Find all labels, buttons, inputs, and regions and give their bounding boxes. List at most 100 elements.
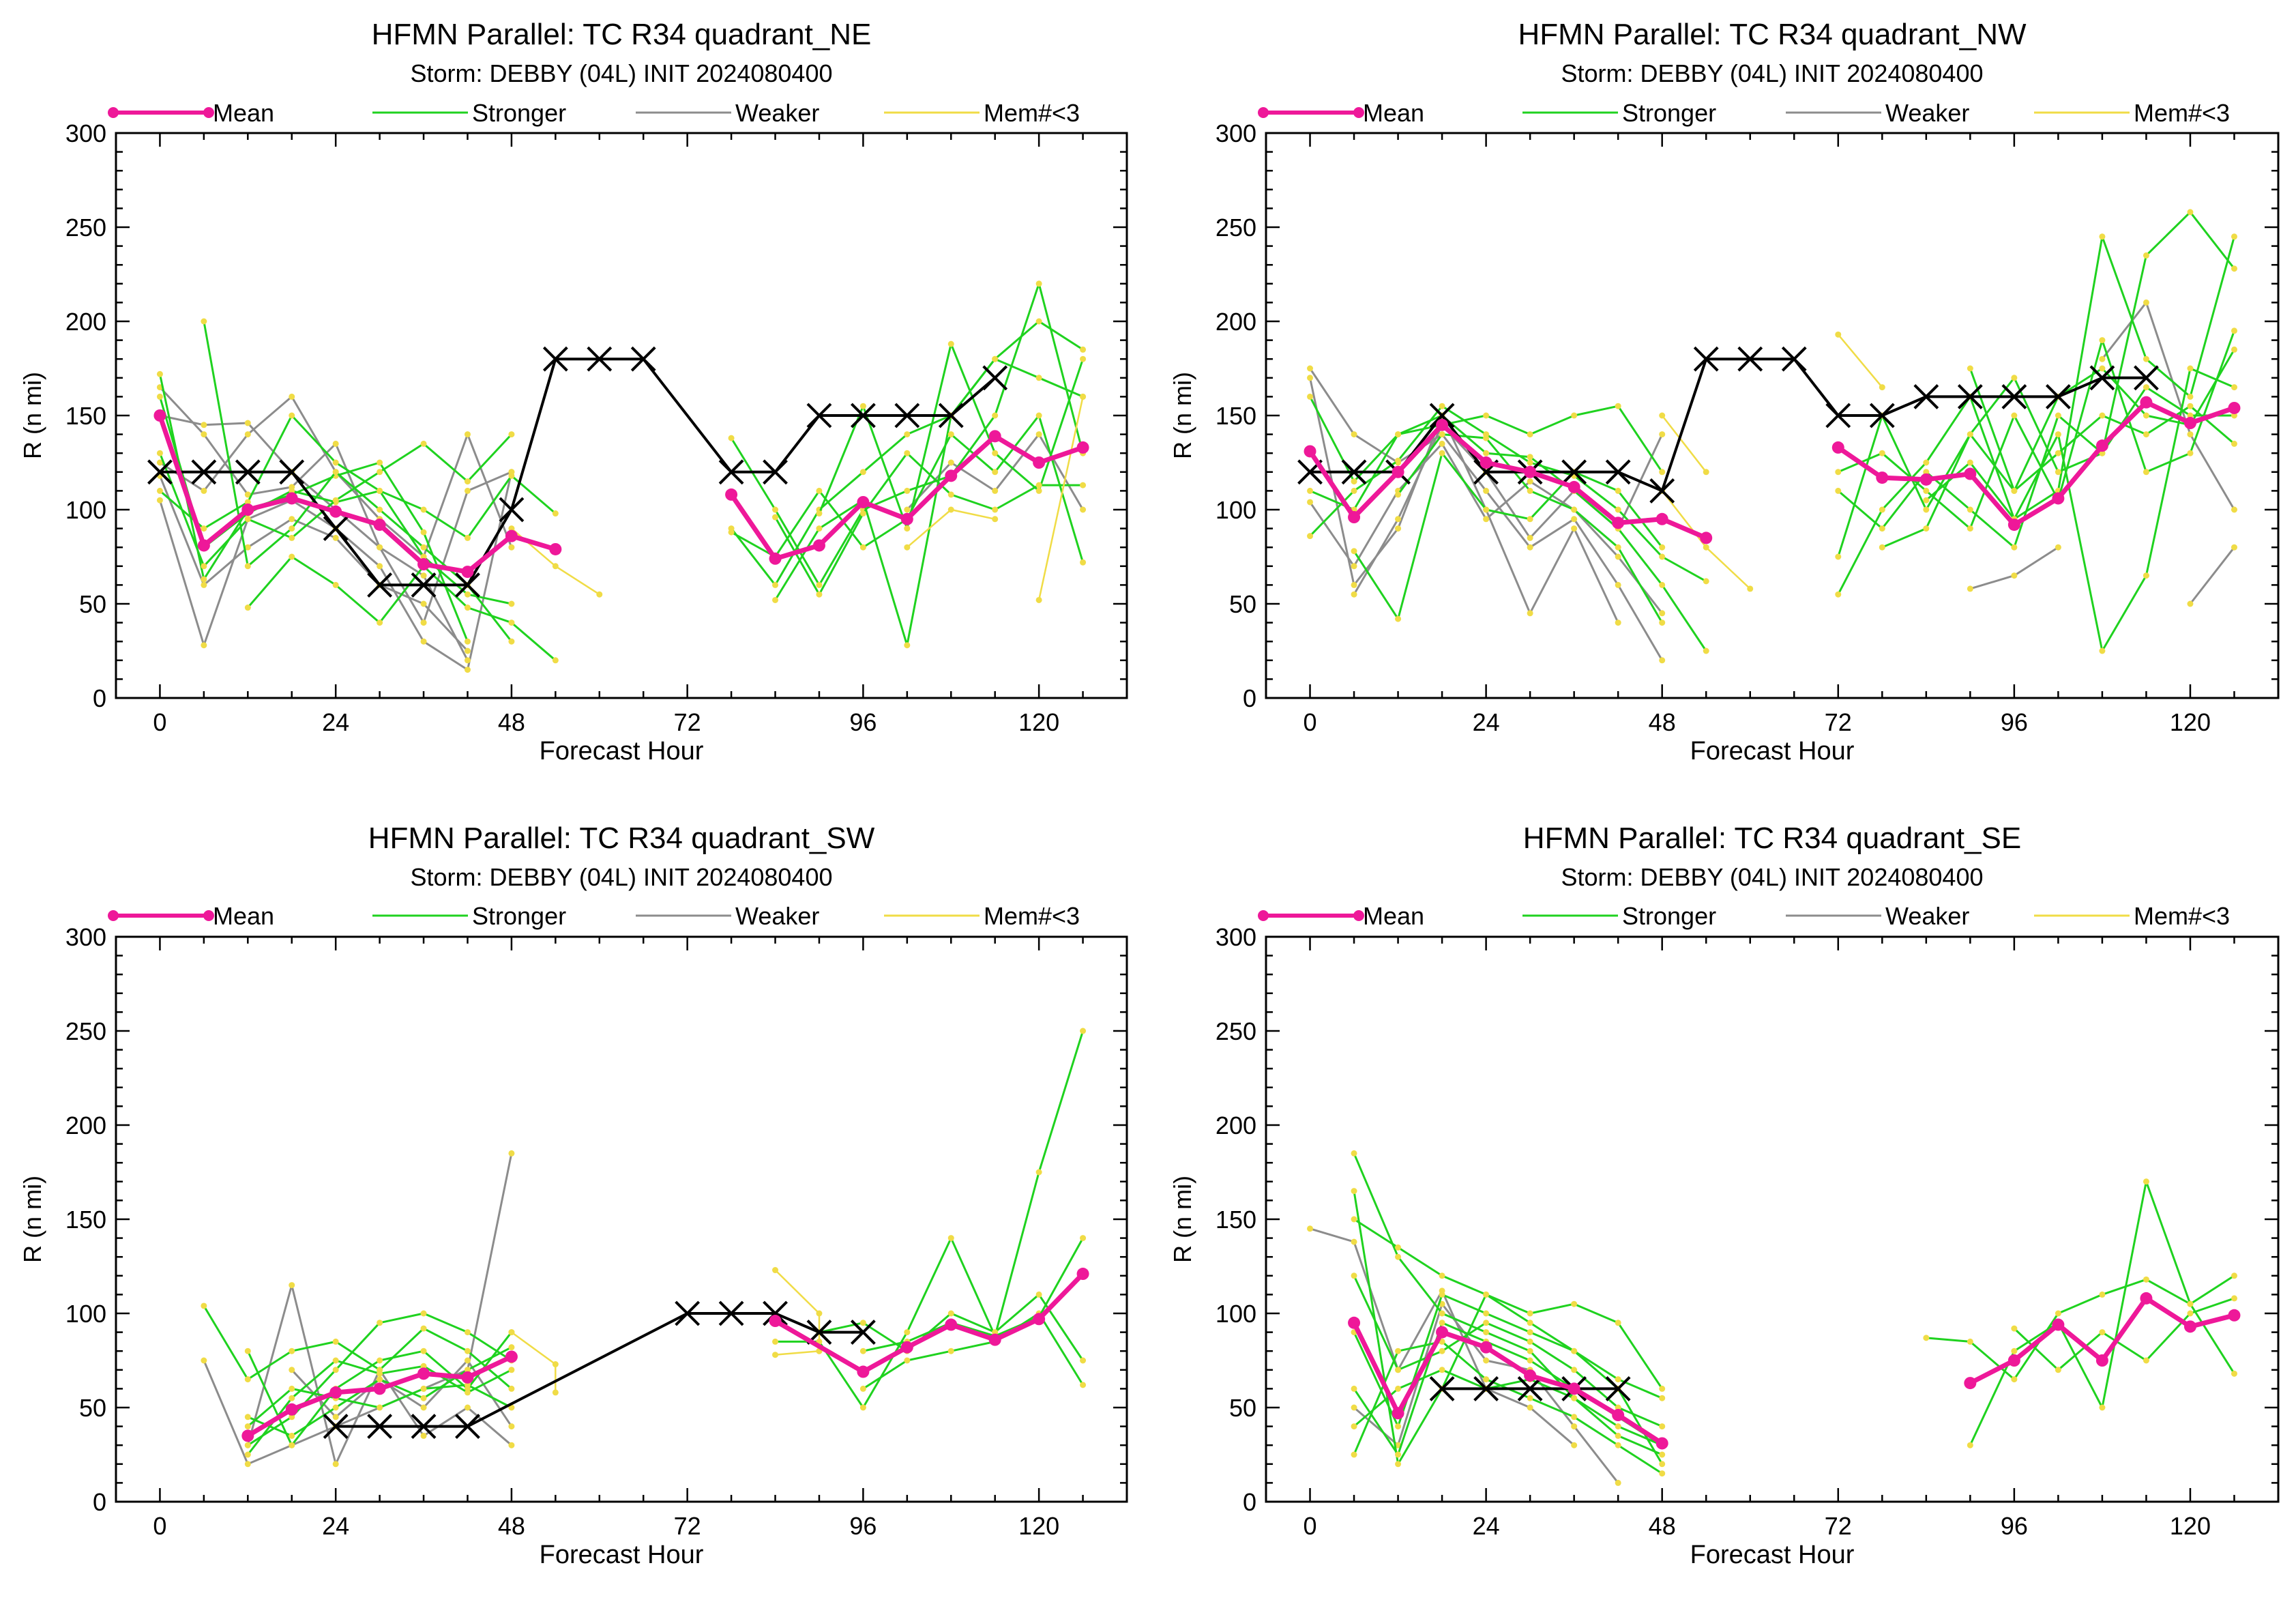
stronger-member-line-marker: [2187, 412, 2194, 419]
stronger-member-line-marker: [1439, 1310, 1445, 1317]
stronger-member-line-marker: [1923, 1335, 1930, 1341]
legend: Mean Stronger Weaker Mem#<3: [1258, 99, 2230, 127]
few-member-line-marker: [552, 563, 559, 570]
stronger-member-line-marker: [508, 1344, 515, 1351]
mean-marker: [329, 505, 342, 518]
mean-marker: [1612, 1409, 1625, 1422]
stronger-member-line-marker: [947, 1235, 954, 1242]
stronger-member-line-marker: [1035, 412, 1042, 419]
stronger-member-line: [159, 414, 557, 539]
stronger-member-line-marker: [289, 412, 295, 419]
stronger-member-line-marker: [1527, 1395, 1533, 1401]
weaker-member-line-marker: [1307, 1225, 1314, 1232]
y-tick-label: 200: [65, 308, 106, 336]
stronger-member-line-marker: [1483, 1320, 1490, 1326]
x-axis-label: Forecast Hour: [540, 1541, 704, 1569]
stronger-member-line-marker: [1439, 450, 1445, 456]
x-tick-label: 96: [2001, 708, 2028, 736]
stronger-member-line-marker: [1571, 1367, 1578, 1373]
x-tick-label: 24: [322, 1512, 349, 1540]
plot-area: [147, 280, 1089, 673]
stronger-member-line-marker: [2011, 1325, 2018, 1332]
y-tick-label: 50: [1229, 1394, 1256, 1422]
legend-few-label: Mem#<3: [2134, 902, 2230, 930]
best-track-marker: [675, 1300, 701, 1326]
few-member-line-marker: [1659, 412, 1666, 419]
stronger-member-line-marker: [947, 340, 954, 347]
y-tick-label: 300: [65, 119, 106, 147]
stronger-member-line: [1837, 211, 2235, 557]
stronger-member-line-marker: [2231, 233, 2237, 240]
stronger-member-line-marker: [552, 657, 559, 664]
few-member-line-marker: [508, 1329, 515, 1336]
best-track-marker: [763, 459, 788, 485]
x-tick-label: 24: [1473, 708, 1500, 736]
stronger-member-line-marker: [859, 403, 866, 409]
mean-marker: [549, 542, 562, 555]
legend-weaker-label: Weaker: [1885, 99, 1969, 127]
legend-mean-marker: [1353, 910, 1364, 921]
weaker-member-line-marker: [1615, 1479, 1621, 1486]
stronger-member-line-marker: [1615, 1320, 1621, 1326]
mean-marker: [1076, 441, 1089, 454]
stronger-member-line: [203, 1305, 512, 1390]
mean-marker: [1436, 1326, 1449, 1339]
weaker-member-line-marker: [1351, 563, 1357, 570]
stronger-member-line-marker: [2143, 1276, 2149, 1283]
stronger-member-line-marker: [859, 510, 866, 517]
stronger-member-line-marker: [772, 596, 779, 603]
x-tick-label: 72: [1825, 708, 1852, 736]
best-track-marker: [411, 572, 437, 598]
stronger-member-line: [1837, 386, 2235, 549]
stronger-member-line-marker: [1395, 491, 1402, 498]
mean-marker: [900, 512, 913, 525]
stronger-member-line: [1838, 330, 2235, 530]
best-track-marker: [1561, 459, 1587, 485]
stronger-member-line-marker: [1395, 457, 1402, 464]
stronger-member-line-marker: [2011, 544, 2018, 551]
stronger-member-line-marker: [201, 525, 207, 532]
stronger-member-line-marker: [2055, 469, 2061, 476]
mean-marker: [1348, 511, 1361, 524]
mean-marker: [241, 1429, 254, 1442]
stronger-member-line-marker: [420, 1385, 427, 1392]
x-axis-label: Forecast Hour: [1690, 737, 1855, 766]
stronger-member-line-marker: [2099, 337, 2106, 344]
weaker-member-line-marker: [377, 563, 383, 570]
best-track-marker: [235, 459, 261, 485]
stronger-member-line-marker: [859, 1320, 866, 1326]
mean-marker: [505, 529, 518, 542]
stronger-member-line-marker: [992, 450, 999, 456]
stronger-member-line-marker: [464, 534, 471, 541]
best-track-marker: [630, 346, 656, 372]
stronger-member-line-marker: [1615, 1442, 1621, 1448]
mean-marker: [2095, 1354, 2108, 1367]
chart-title: HFMN Parallel: TC R34 quadrant_SE: [1523, 821, 2021, 855]
few-member-line-marker: [992, 516, 999, 523]
weaker-member-line-marker: [244, 491, 251, 498]
stronger-member-line-marker: [1439, 1348, 1445, 1354]
mean-marker: [1964, 1377, 1977, 1390]
stronger-member-line-marker: [1879, 450, 1885, 456]
stronger-member-line-marker: [992, 469, 999, 476]
legend-mean-marker: [203, 910, 214, 921]
mean-marker: [1392, 465, 1404, 478]
stronger-member-line: [1353, 1218, 1663, 1399]
stronger-member-line-marker: [947, 431, 954, 438]
mean-marker: [1436, 418, 1449, 431]
stronger-member-line-marker: [464, 605, 471, 611]
stronger-member-line-marker: [377, 487, 383, 494]
y-tick-label: 50: [79, 590, 106, 618]
chart-panel-3: HFMN Parallel: TC R34 quadrant_SW Storm: …: [18, 821, 1128, 1569]
stronger-member-line-marker: [1527, 454, 1533, 461]
weaker-member-line-marker: [1351, 1404, 1357, 1411]
plot-area: [201, 1028, 1089, 1468]
stronger-member-line-marker: [1923, 487, 1930, 494]
few-member-line-marker: [552, 1389, 559, 1396]
y-tick-label: 200: [65, 1111, 106, 1139]
stronger-member-line-marker: [1659, 553, 1666, 560]
legend-mean-marker: [108, 107, 119, 118]
stronger-member-line-marker: [2231, 412, 2237, 419]
stronger-member-line-marker: [2143, 572, 2149, 579]
stronger-member-line-marker: [332, 1367, 339, 1373]
